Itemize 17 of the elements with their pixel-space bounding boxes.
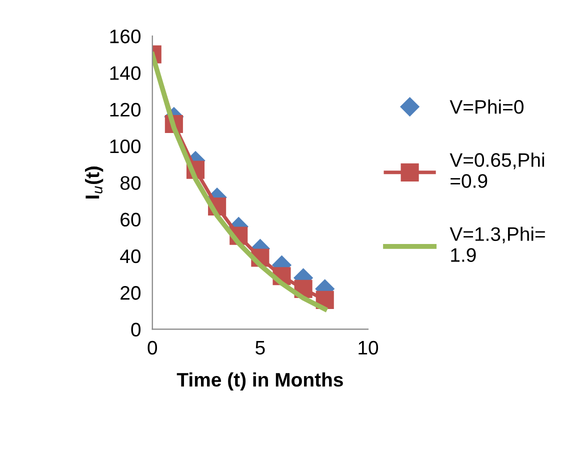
legend-label: V=Phi=0 bbox=[450, 100, 524, 114]
y-tick-label: 100 bbox=[110, 139, 141, 154]
x-tick-label: 0 bbox=[148, 340, 158, 355]
y-tick-label: 80 bbox=[120, 176, 141, 190]
y-tick-label: 160 bbox=[110, 30, 141, 44]
y-tick-label: 0 bbox=[131, 322, 141, 336]
x-tick-label: 5 bbox=[256, 341, 265, 355]
y-tick-label: 20 bbox=[120, 286, 141, 300]
y-tick-label: 60 bbox=[120, 212, 141, 227]
y-tick-label: 140 bbox=[110, 66, 141, 80]
legend-label: V=0.65,Phi=0.9 bbox=[450, 152, 544, 188]
x-axis-title: Time (t) in Months bbox=[176, 372, 343, 390]
y-tick-label: 120 bbox=[110, 102, 141, 117]
y-tick-label: 40 bbox=[120, 249, 141, 264]
x-tick-label: 10 bbox=[358, 340, 378, 355]
y-axis-title: I$_{u}$(t) bbox=[84, 166, 104, 198]
legend-label: V=1.3,Phi=1.9 bbox=[450, 226, 545, 262]
